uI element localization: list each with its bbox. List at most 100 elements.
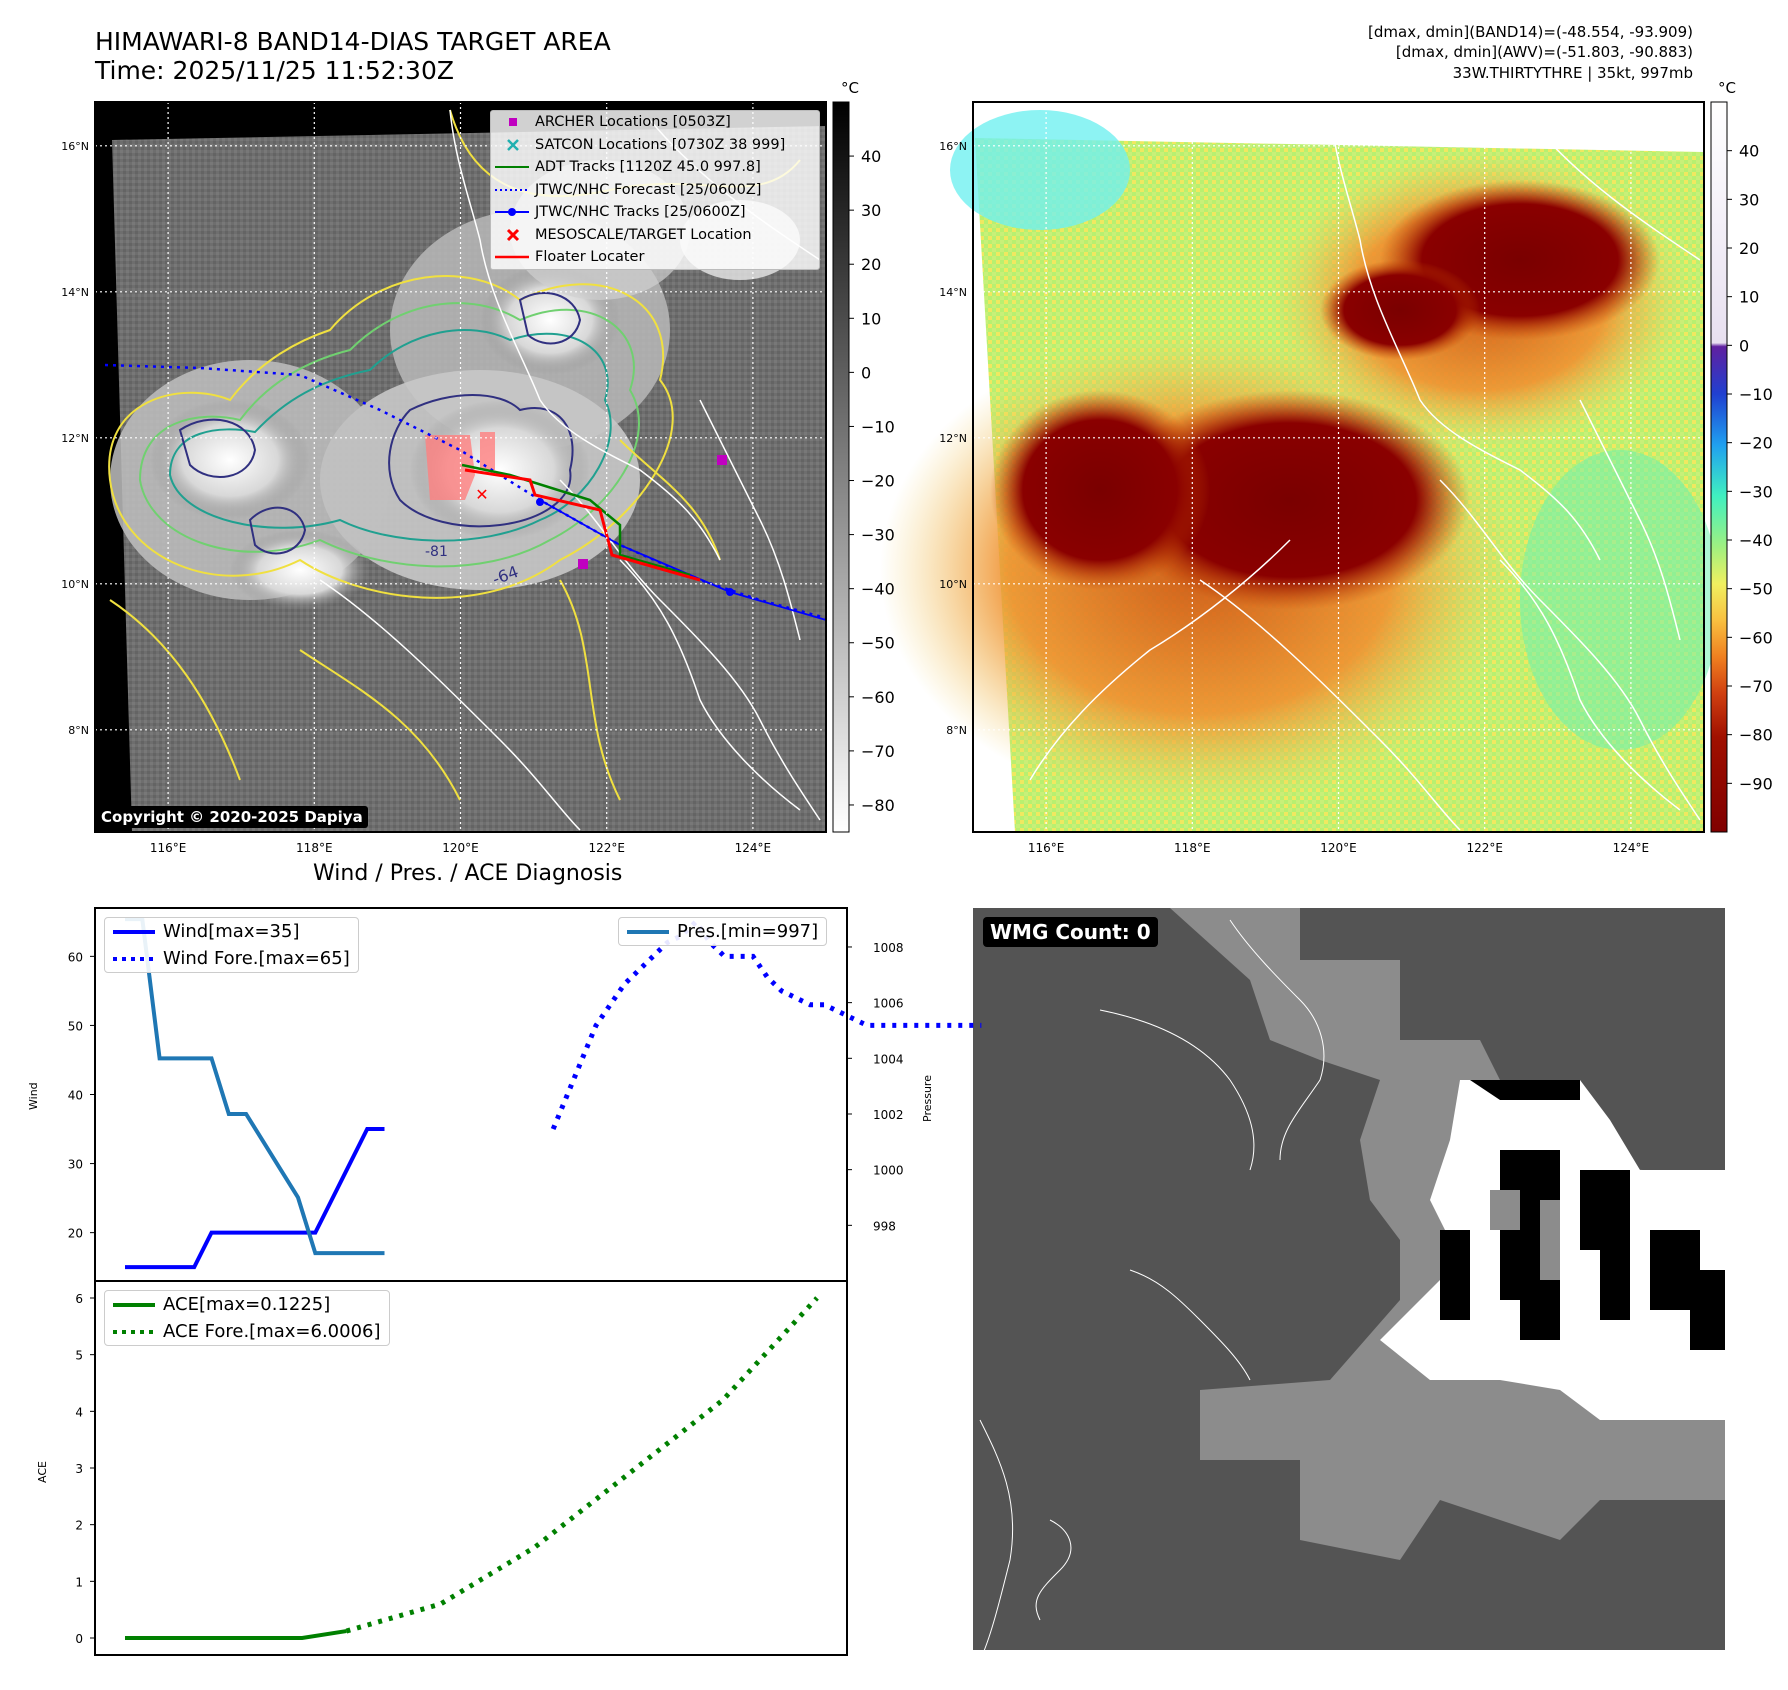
figure-title-line2: Time: 2025/11/25 11:52:30Z [95,56,454,85]
diagnosis-title: Wind / Pres. / ACE Diagnosis [313,861,623,886]
colorbar-tick-label: −20 [1739,434,1773,453]
ace-y-tick-label: 4 [75,1405,83,1419]
wind-line [125,1127,385,1270]
legend-ace: ACE[max=0.1225] [105,1291,389,1318]
colorbar-tick-label: −90 [1739,774,1773,793]
legend-forecast: JTWC/NHC Forecast [25/0600Z] [491,179,819,202]
lon-tick-label: 118°E [296,841,333,855]
ace-axis-label: ACE [36,1461,49,1483]
copyright-badge: Copyright © 2020-2025 Dapiya [96,806,368,828]
map-legend: ARCHER Locations [0503Z] SATCON Location… [490,110,820,270]
colorbar-tick-label: −80 [1739,726,1773,745]
ace-forecast-line-icon [113,1330,155,1334]
lon-tick-label: 124°E [735,841,772,855]
colorbar-tick-label: −70 [1739,677,1773,696]
wind-legend: Wind[max=35] Wind Fore.[max=65] [104,917,359,973]
colorbar-tick-label: 40 [1739,142,1759,161]
grayscale-colorbar [832,101,850,833]
colorbar-tick-label: −80 [861,796,895,815]
wind-axis-label: Wind [27,1082,40,1110]
lon-tick-label: 124°E [1613,841,1650,855]
ace-line-icon [113,1303,155,1307]
colorbar-tick-label: −60 [1739,628,1773,647]
wind-y-tick-label: 60 [68,950,83,964]
pressure-y-tick-label: 1006 [873,997,904,1011]
legend-pressure: Pres.[min=997] [619,918,826,945]
wind-line-icon [113,930,155,934]
colorbar-tick-label: −70 [861,742,895,761]
colorbar-tick-label: 10 [861,309,881,328]
wind-y-tick-label: 30 [68,1158,83,1172]
red-x-marker-icon [506,228,520,241]
floater-track [464,468,701,582]
wind-y-tick-label: 50 [68,1019,83,1033]
pressure-legend: Pres.[min=997] [618,917,828,946]
lat-tick-label: 8°N [946,724,967,737]
lon-tick-label: 116°E [150,841,187,855]
pressure-line [125,917,385,1256]
colorbar-tick-label: 20 [861,255,881,274]
green-line-icon [495,166,529,168]
legend-jtwc: JTWC/NHC Tracks [25/0600Z] [491,201,819,224]
colorbar-tick-label: 0 [1739,336,1749,355]
pressure-y-tick-label: 1008 [873,941,904,955]
adt-track [461,463,691,577]
archer-marker [578,559,588,569]
ace-y-tick-label: 5 [75,1349,83,1363]
colorbar-tick-label: −10 [1739,385,1773,404]
colorbar-tick-label: 30 [861,201,881,220]
color-map-frame [972,101,1705,833]
colorbar-tick-label: −60 [861,688,895,707]
legend-floater: Floater Locater [491,246,819,269]
cyan-x-marker-icon [507,138,519,151]
info-line1: [dmax, dmin](BAND14)=(-48.554, -93.909) [1368,23,1693,41]
colorbar-tick-label: −40 [861,580,895,599]
ace-y-tick-label: 2 [75,1519,83,1533]
lon-tick-label: 122°E [1466,841,1503,855]
lat-tick-label: 14°N [61,286,89,299]
legend-wind: Wind[max=35] [105,918,358,945]
figure-title-line1: HIMAWARI-8 BAND14-DIAS TARGET AREA [95,27,611,56]
lat-tick-label: 12°N [61,432,89,445]
lon-tick-label: 120°E [442,841,479,855]
ace-legend: ACE[max=0.1225] ACE Fore.[max=6.0006] [104,1290,390,1346]
colorbar-tick-label: −30 [1739,482,1773,501]
legend-ace-forecast: ACE Fore.[max=6.0006] [105,1318,389,1345]
ir-map-frame [94,101,827,833]
lat-tick-label: 10°N [61,578,89,591]
red-line-icon [495,255,529,259]
colorbar-tick-label: 30 [1739,190,1759,209]
blue-dot-line-icon [495,208,529,216]
legend-adt: ADT Tracks [1120Z 45.0 997.8] [491,156,819,179]
color-colorbar [1710,101,1728,833]
forecast-track [104,363,827,620]
lon-tick-label: 118°E [1174,841,1211,855]
colorbar-tick-label: −20 [861,472,895,491]
wind-y-tick-label: 40 [68,1089,83,1103]
colorbar-gray-unit: °C [841,79,859,97]
pressure-y-tick-label: 998 [873,1219,896,1233]
legend-satcon: SATCON Locations [0730Z 38 999] [491,134,819,157]
lon-tick-label: 116°E [1028,841,1065,855]
lat-tick-label: 8°N [68,724,89,737]
ace-line [125,1629,347,1640]
lon-tick-label: 122°E [588,841,625,855]
ace-forecast-line [345,1296,819,1634]
legend-archer: ARCHER Locations [0503Z] [491,111,819,134]
ir-color-map [880,102,1720,832]
lat-tick-label: 14°N [939,286,967,299]
colorbar-tick-label: −50 [861,634,895,653]
contour-label: -81 [425,544,448,560]
lat-tick-label: 12°N [939,432,967,445]
blue-dotted-line-icon [495,188,529,191]
magenta-square-marker-icon [509,118,517,126]
ace-y-tick-label: 0 [75,1632,83,1646]
colorbar-tick-label: 40 [861,147,881,166]
ace-y-tick-label: 6 [75,1292,83,1306]
wmg-map [973,908,1725,1661]
info-line3: 33W.THIRTYTHRE | 35kt, 997mb [1452,64,1693,82]
colorbar-tick-label: −40 [1739,531,1773,550]
colorbar-tick-label: −30 [861,526,895,545]
pressure-y-tick-label: 1004 [873,1052,904,1066]
colorbar-tick-label: 20 [1739,239,1759,258]
